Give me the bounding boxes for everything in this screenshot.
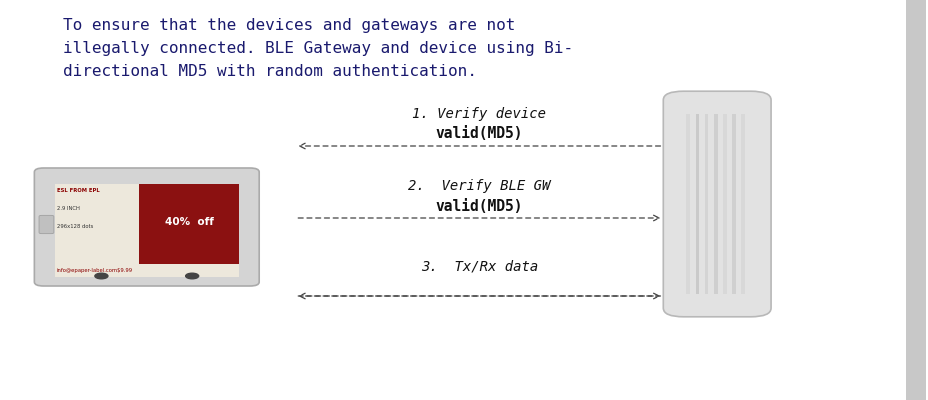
Text: 40%  off: 40% off (164, 218, 213, 227)
Text: ESL FROM EPL: ESL FROM EPL (57, 188, 99, 193)
Polygon shape (704, 114, 708, 294)
Polygon shape (714, 114, 716, 294)
Polygon shape (722, 114, 726, 294)
Polygon shape (731, 114, 735, 294)
Polygon shape (686, 114, 690, 294)
Text: 1. Verify device: 1. Verify device (412, 107, 546, 121)
Text: valid(MD5): valid(MD5) (435, 126, 522, 142)
Text: info@epaper-label.com$9.99: info@epaper-label.com$9.99 (57, 268, 133, 273)
Text: 296x128 dots: 296x128 dots (57, 224, 93, 229)
FancyBboxPatch shape (39, 215, 54, 234)
Polygon shape (695, 114, 699, 294)
Circle shape (95, 273, 108, 279)
Circle shape (186, 273, 199, 279)
Text: 3.  Tx/Rx data: 3. Tx/Rx data (420, 259, 537, 273)
FancyBboxPatch shape (55, 264, 238, 277)
FancyBboxPatch shape (55, 184, 139, 264)
Text: 2.9 INCH: 2.9 INCH (57, 206, 80, 211)
FancyBboxPatch shape (905, 0, 925, 400)
Text: 2.  Verify BLE GW: 2. Verify BLE GW (407, 179, 550, 193)
FancyBboxPatch shape (663, 91, 770, 317)
FancyBboxPatch shape (139, 184, 238, 264)
Text: To ensure that the devices and gateways are not
illegally connected. BLE Gateway: To ensure that the devices and gateways … (63, 18, 573, 78)
Text: valid(MD5): valid(MD5) (435, 199, 522, 214)
FancyBboxPatch shape (34, 168, 259, 286)
Polygon shape (741, 114, 744, 294)
